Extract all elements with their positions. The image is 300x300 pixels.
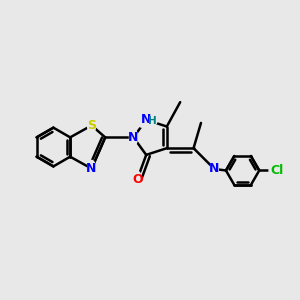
Text: N: N [86,162,97,175]
Ellipse shape [210,161,218,177]
Ellipse shape [269,162,285,179]
Ellipse shape [88,160,96,177]
Ellipse shape [135,112,157,128]
Text: Cl: Cl [270,164,284,177]
Text: N: N [141,113,152,126]
Text: N: N [209,163,220,176]
Text: S: S [87,119,96,132]
Text: N: N [128,131,139,144]
Ellipse shape [130,129,137,146]
Text: O: O [132,173,142,186]
Text: H: H [148,116,157,126]
Ellipse shape [133,171,141,188]
Ellipse shape [88,117,96,134]
